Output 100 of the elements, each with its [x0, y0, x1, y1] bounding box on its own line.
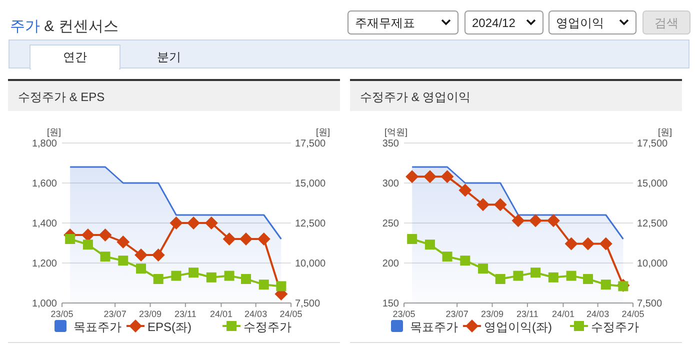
point [257, 232, 270, 246]
y2-tick-label: 17,500 [637, 138, 668, 150]
x-tick-label: 24/05 [622, 309, 644, 319]
text: 검색 [654, 16, 678, 30]
y-tick-label: 1,400 [32, 218, 58, 230]
point [460, 256, 470, 266]
point [81, 228, 94, 242]
text: 연간 [63, 50, 87, 64]
point [442, 252, 452, 262]
legend-label: 목표주가 [74, 320, 122, 334]
y-tick-label: 300 [382, 178, 400, 190]
point [187, 216, 200, 230]
y2-tick-label: 7,500 [637, 298, 662, 310]
x-tick-label: 23/09 [480, 309, 504, 319]
point [188, 268, 199, 278]
point [152, 248, 165, 262]
y2-tick-label: 10,000 [637, 258, 668, 270]
y2-tick-label: 10,000 [295, 258, 326, 270]
point [134, 248, 148, 262]
point [546, 214, 560, 228]
text: 주재무제표 [355, 16, 415, 30]
legend-label: 수정주가 [591, 320, 639, 334]
point [494, 198, 507, 212]
point [276, 281, 286, 292]
y2-tick-label: 12,500 [637, 218, 668, 230]
x-tick-label: 23/09 [138, 309, 162, 319]
x-tick-label: 23/05 [50, 309, 74, 319]
point [512, 214, 525, 228]
point [258, 280, 269, 290]
x-tick-label: 24/01 [552, 309, 574, 319]
point [65, 234, 76, 244]
text: 주가 & 컨센서스 [10, 18, 118, 35]
point [206, 272, 216, 282]
point [240, 232, 253, 246]
y2-tick-label: 7,500 [295, 298, 320, 310]
x-tick-label: 23/07 [104, 309, 126, 319]
y-tick-label: 1,200 [32, 258, 58, 270]
x-tick-label: 24/05 [280, 309, 302, 319]
point [618, 281, 628, 292]
point [478, 264, 488, 274]
point [424, 240, 435, 250]
y2-axis-title: [원] [658, 127, 672, 137]
chart-title: 수정주가 & 영업이익 [360, 90, 471, 104]
y2-tick-label: 17,500 [295, 138, 326, 150]
y2-tick-label: 15,000 [637, 178, 668, 190]
point [153, 274, 164, 284]
point [170, 216, 183, 230]
text: 분기 [157, 50, 181, 64]
point [222, 232, 236, 246]
text: 영업이익 [556, 16, 604, 30]
y2-tick-label: 12,500 [295, 218, 326, 230]
legend-label: 수정주가 [244, 320, 292, 334]
point [476, 198, 490, 212]
y-axis-title: [억원] [384, 127, 408, 137]
y-tick-label: 1,800 [32, 138, 58, 150]
y-tick-label: 200 [382, 258, 400, 270]
point [458, 184, 472, 197]
point [566, 270, 576, 281]
point [224, 270, 234, 281]
x-tick-label: 23/07 [446, 309, 468, 319]
y-tick-label: 350 [382, 138, 400, 150]
point [136, 264, 146, 274]
point [100, 252, 110, 262]
y-axis-title: [원] [46, 127, 62, 137]
point [599, 237, 612, 250]
point [116, 236, 130, 248]
x-tick-label: 23/05 [392, 309, 416, 319]
point [529, 214, 542, 228]
x-tick-label: 24/03 [244, 309, 268, 319]
y-tick-label: 250 [382, 218, 400, 230]
point [241, 274, 252, 284]
text: 2024/12 [472, 16, 516, 30]
point [583, 274, 594, 284]
y-tick-label: 150 [382, 298, 400, 310]
point [406, 170, 419, 184]
point [600, 280, 611, 290]
y-tick-label: 1,600 [32, 178, 58, 190]
x-tick-label: 24/03 [586, 309, 610, 319]
point [513, 270, 524, 281]
point [118, 256, 128, 266]
point [440, 170, 454, 184]
legend-label: 목표주가 [410, 320, 458, 334]
point [171, 270, 182, 281]
y-tick-label: 1,000 [32, 298, 58, 310]
point [564, 237, 578, 250]
y2-tick-label: 15,000 [295, 178, 326, 190]
point [548, 272, 558, 282]
point [204, 216, 218, 230]
point [82, 240, 93, 250]
point [530, 268, 541, 278]
x-tick-label: 23/11 [174, 309, 196, 319]
point [98, 228, 112, 242]
point [407, 234, 418, 244]
point [423, 170, 436, 184]
legend-label: 영업이익(좌) [484, 320, 552, 334]
y2-axis-title: [원] [316, 127, 330, 137]
x-tick-label: 24/01 [210, 309, 232, 319]
x-tick-label: 23/11 [516, 309, 538, 319]
point [495, 274, 506, 284]
chart-title: 수정주가 & EPS [18, 90, 105, 104]
